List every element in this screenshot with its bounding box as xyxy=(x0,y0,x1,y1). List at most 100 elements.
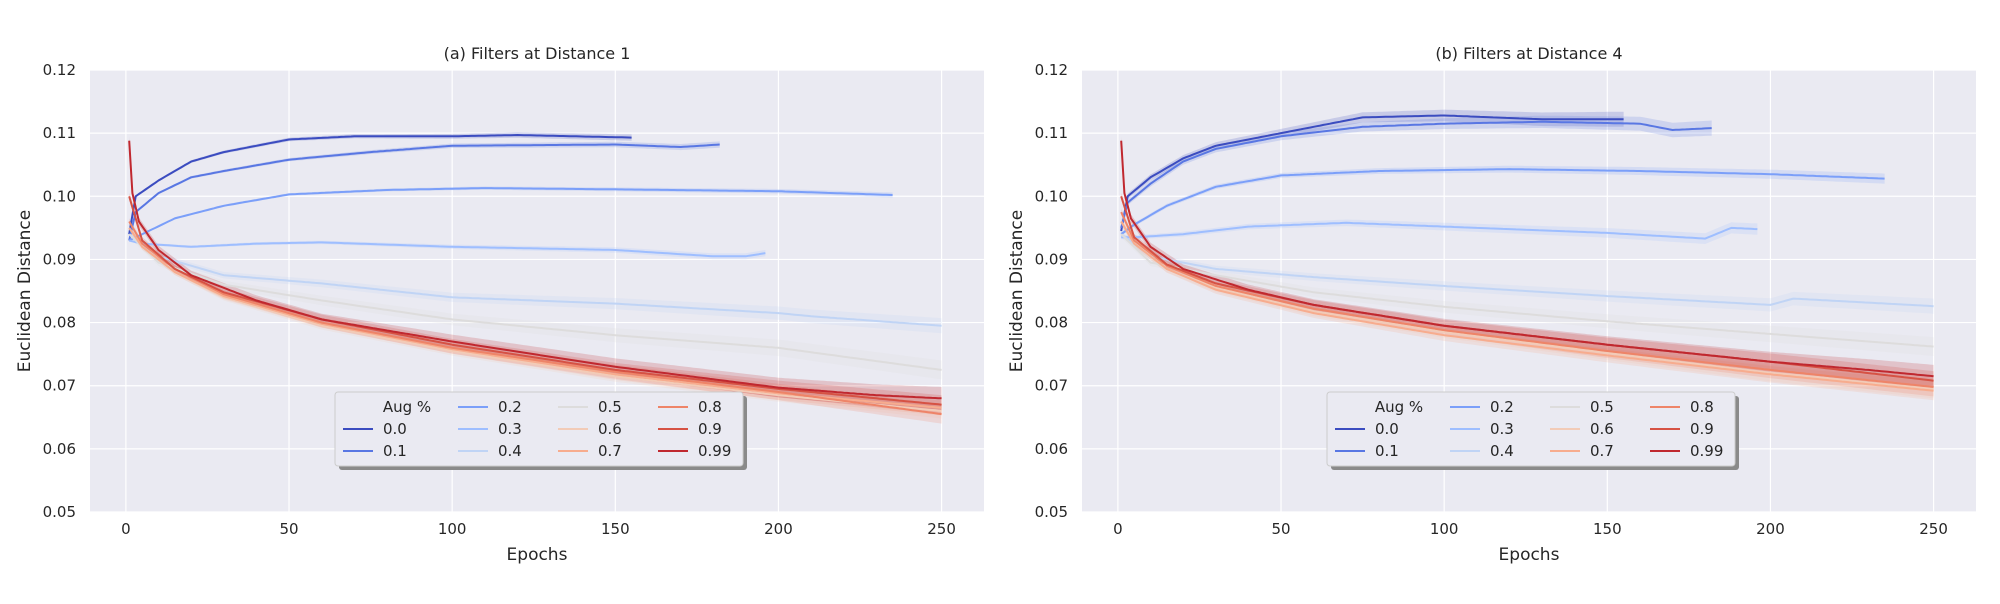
series-line-0.4 xyxy=(1120,233,1934,308)
series-line-0.4 xyxy=(128,233,942,327)
legend-item: 0.1 xyxy=(343,442,407,460)
chart-title: (a) Filters at Distance 1 xyxy=(444,44,631,63)
series-lines xyxy=(128,134,942,416)
x-tick-labels: 0 50 100 150 200 250 xyxy=(121,520,956,538)
y-tick-label: 0.05 xyxy=(1035,503,1068,521)
legend-item: 0.8 xyxy=(1650,398,1714,416)
series-line-0.5 xyxy=(1120,233,1934,348)
x-tick-label: 150 xyxy=(601,520,630,538)
legend-label: 0.99 xyxy=(698,442,731,460)
legend-item: 0.6 xyxy=(1550,420,1614,438)
legend-item: 0.5 xyxy=(1550,398,1614,416)
series-band-0.5 xyxy=(1121,230,1934,356)
x-tick-label: 200 xyxy=(764,520,793,538)
legend-item: 0.99 xyxy=(658,442,731,460)
panel-b: 0 50 100 150 200 250 0.050.060.070.080.090.10… xyxy=(1007,44,1976,565)
legend-title: Aug % xyxy=(383,398,431,416)
series-band-0.6 xyxy=(129,225,942,419)
legend-label: 0.7 xyxy=(1590,442,1614,460)
legend-label: 0.0 xyxy=(1375,420,1399,438)
series-line-0.8 xyxy=(128,221,942,416)
x-tick-label: 50 xyxy=(1271,520,1290,538)
series-band-0.4 xyxy=(1121,231,1934,314)
series-line-0.7 xyxy=(1120,221,1934,392)
x-tick-label: 100 xyxy=(438,520,467,538)
series-lines xyxy=(1120,114,1934,392)
y-tick-label: 0.09 xyxy=(43,250,76,268)
y-tick-label: 0.07 xyxy=(1035,377,1068,395)
legend-title: Aug % xyxy=(1375,398,1423,416)
series-band-0.99 xyxy=(1121,136,1934,388)
legend: Aug % 0.0 0.1 0.2 0.3 0.4 0.5 0.6 0.7 0.8 0.9 0.99 xyxy=(334,391,747,470)
legend-item: 0.99 xyxy=(1650,442,1723,460)
x-tick-label: 150 xyxy=(1593,520,1622,538)
legend-item: 0.4 xyxy=(1450,442,1514,460)
series-line-0.1 xyxy=(1120,120,1712,229)
x-tick-label: 50 xyxy=(279,520,298,538)
legend-label: 0.6 xyxy=(598,420,622,438)
y-tick-label: 0.12 xyxy=(1035,61,1068,79)
series-line-0.5 xyxy=(128,233,942,371)
series-line-0.3 xyxy=(128,239,766,258)
y-tick-label: 0.10 xyxy=(1035,187,1068,205)
series-line-0.99 xyxy=(128,140,942,400)
y-tick-labels: 0.05 0.06 0.07 0.08 0.09 0.10 0.11 0.12 xyxy=(1035,61,1068,521)
legend-label: 0.3 xyxy=(1490,420,1514,438)
legend-label: 0.3 xyxy=(498,420,522,438)
x-tick-label: 200 xyxy=(1756,520,1785,538)
legend-label: 0.6 xyxy=(1590,420,1614,438)
legend-label: 0.5 xyxy=(598,398,622,416)
series-line-0.99 xyxy=(1120,140,1934,378)
series-line-0.6 xyxy=(1120,221,1934,390)
legend-item: 0.9 xyxy=(1650,420,1714,438)
series-band-0.3 xyxy=(129,239,766,260)
legend-label: 0.2 xyxy=(1490,398,1514,416)
legend-box xyxy=(1326,391,1736,467)
legend-item: 0.4 xyxy=(458,442,522,460)
legend-label: 0.4 xyxy=(1490,442,1514,460)
x-tick-label: 250 xyxy=(1919,520,1948,538)
series-line-0.2 xyxy=(1120,168,1885,235)
y-tick-label: 0.08 xyxy=(43,314,76,332)
legend-item: 0.6 xyxy=(558,420,622,438)
y-axis-label: Euclidean Distance xyxy=(1007,210,1027,373)
x-tick-labels: 0 50 100 150 200 250 xyxy=(1113,520,1948,538)
series-line-0.8 xyxy=(1120,211,1934,388)
x-tick-label: 250 xyxy=(927,520,956,538)
panel-a: 0 50 100 150 200 250 0.050.060.070.080.090.10… xyxy=(15,44,984,565)
y-tick-label: 0.12 xyxy=(43,61,76,79)
legend-label: 0.8 xyxy=(1690,398,1714,416)
x-axis-label: Epochs xyxy=(507,545,568,565)
legend-item: 0.3 xyxy=(1450,420,1514,438)
legend-label: 0.8 xyxy=(698,398,722,416)
x-tick-label: 0 xyxy=(1113,520,1123,538)
series-line-0.0 xyxy=(1120,114,1624,232)
x-tick-label: 0 xyxy=(121,520,131,538)
legend-label: 0.5 xyxy=(1590,398,1614,416)
y-tick-label: 0.08 xyxy=(1035,314,1068,332)
x-tick-label: 100 xyxy=(1430,520,1459,538)
legend-item: 0.3 xyxy=(458,420,522,438)
legend-label: 0.9 xyxy=(698,420,722,438)
y-tick-label: 0.05 xyxy=(43,503,76,521)
y-tick-label: 0.11 xyxy=(1035,124,1068,142)
series-band-0.5 xyxy=(129,230,942,380)
legend-label: 0.0 xyxy=(383,420,407,438)
series-line-0.3 xyxy=(1121,221,1758,240)
series-line-0.1 xyxy=(128,143,720,241)
y-tick-labels: 0.05 0.06 0.07 0.08 0.09 0.10 0.11 0.12 xyxy=(43,61,76,521)
series-line-0.0 xyxy=(128,134,632,235)
series-band-0.2 xyxy=(1121,165,1885,236)
legend-items: 0.0 0.1 0.2 0.3 0.4 0.5 0.6 0.7 0.8 0.9 0.99 xyxy=(343,398,731,460)
chart-title: (b) Filters at Distance 4 xyxy=(1435,44,1622,63)
y-tick-label: 0.07 xyxy=(43,377,76,395)
legend-label: 0.4 xyxy=(498,442,522,460)
y-tick-label: 0.11 xyxy=(43,124,76,142)
legend-item: 0.7 xyxy=(1550,442,1614,460)
gridlines xyxy=(90,69,984,513)
legend-item: 0.5 xyxy=(558,398,622,416)
legend-label: 0.1 xyxy=(1375,442,1399,460)
y-tick-label: 0.09 xyxy=(1035,250,1068,268)
